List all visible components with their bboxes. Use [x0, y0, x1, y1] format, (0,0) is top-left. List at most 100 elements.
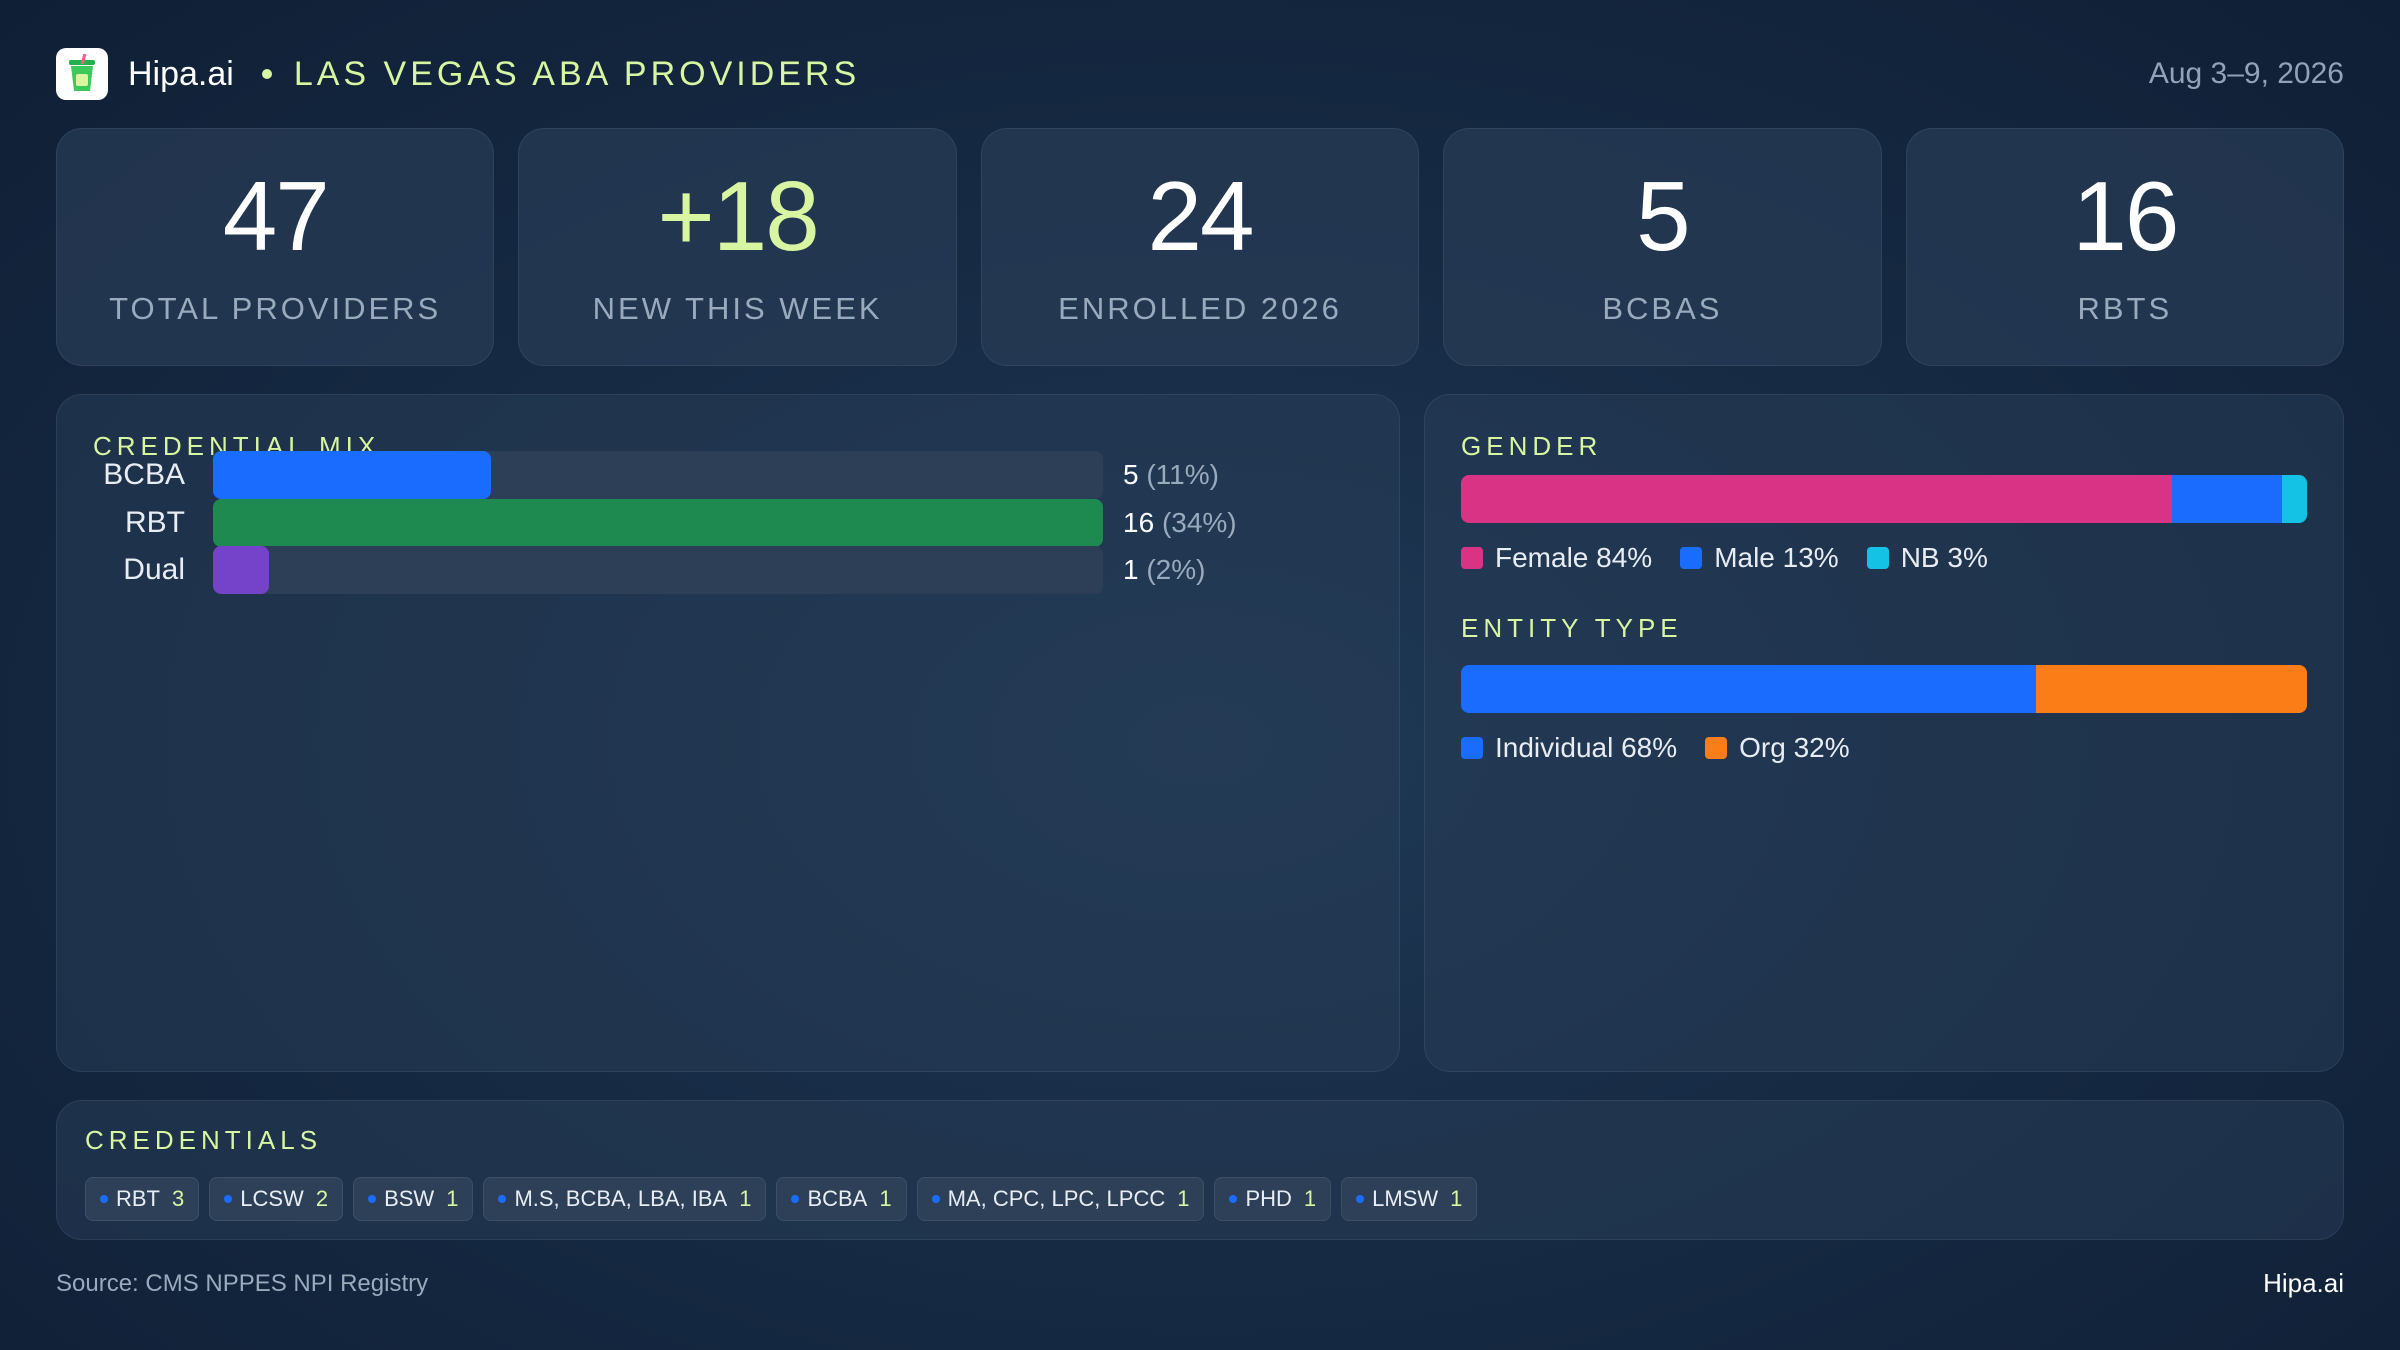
- legend-label: Individual 68%: [1495, 732, 1678, 763]
- legend-item: Male 13%: [1680, 542, 1839, 574]
- chip-count: 1: [1177, 1186, 1190, 1211]
- bar-percent: (34%): [1161, 507, 1237, 538]
- header: Hipa.ai LAS VEGAS ABA PROVIDERS Aug 3–9,…: [56, 46, 2344, 102]
- legend-swatch: [1461, 547, 1483, 569]
- entity-type-legend: Individual 68% Org 32%: [1461, 725, 1850, 771]
- credentials-panel: CREDENTIALS RBT 3 LCSW 2 BSW 1 M.S, BCBA, LBA,…: [56, 1100, 2344, 1240]
- kpi-label: NEW THIS WEEK: [592, 291, 883, 326]
- credential-chip: BSW 1: [353, 1177, 474, 1221]
- legend-swatch: [1866, 547, 1889, 569]
- bar-value-label: 16 (34%): [1123, 499, 1237, 547]
- bar-count: 16: [1123, 507, 1155, 538]
- bar-category-label: BCBA: [103, 458, 185, 491]
- bar-row: BCBA 5 (11%): [57, 451, 1399, 499]
- gender-legend: Female 84% Male 13% NB 3%: [1461, 535, 1988, 581]
- credentials-title: CREDENTIALS: [85, 1125, 323, 1155]
- bar: [213, 546, 269, 594]
- entity-type-title: ENTITY TYPE: [1461, 613, 1683, 643]
- legend-swatch: [1461, 737, 1483, 759]
- chip-dot: [224, 1195, 233, 1203]
- kpi-card-enrolled: 24 ENROLLED 2026: [980, 128, 1420, 366]
- bar-track: [213, 499, 1103, 547]
- kpi-card-bcbas: 5 BCBAS: [1443, 128, 1882, 366]
- chip-dot: [1229, 1195, 1238, 1203]
- bar-row: RBT 16 (34%): [57, 499, 1399, 547]
- credential-chip: RBT 3: [85, 1177, 200, 1221]
- legend-swatch: [1705, 737, 1728, 759]
- kpi-value: 5: [1636, 161, 1690, 271]
- footer-brand: Hipa.ai: [2263, 1268, 2344, 1298]
- credential-mix-panel: CREDENTIAL MIX BCBA 5 (11%) RBT 16 (34%) Dua…: [56, 394, 1400, 1072]
- kpi-value: 24: [1147, 161, 1255, 271]
- legend-label: Male 13%: [1714, 542, 1839, 573]
- bar-row: Dual 1 (2%): [57, 546, 1399, 594]
- legend-item: NB 3%: [1866, 542, 1988, 574]
- chip-count: 1: [879, 1186, 892, 1211]
- source-note: Source: CMS NPPES NPI Registry: [56, 1270, 429, 1297]
- chip-label: LMSW: [1372, 1186, 1439, 1211]
- kpi-label: RBTS: [2077, 291, 2173, 326]
- chip-count: 1: [446, 1186, 459, 1211]
- chip-count: 1: [739, 1186, 752, 1211]
- chip-count: 2: [315, 1186, 329, 1211]
- bar-count: 5: [1123, 459, 1139, 490]
- stack-segment-male: [2171, 475, 2282, 523]
- app-logo: [56, 48, 108, 100]
- kpi-value: 47: [222, 161, 330, 271]
- kpi-label: TOTAL PROVIDERS: [109, 291, 442, 326]
- legend-item: Female 84%: [1461, 542, 1652, 574]
- chip-dot: [100, 1195, 108, 1203]
- chip-dot: [368, 1195, 377, 1203]
- stack-segment-individual: [1461, 665, 2037, 713]
- chip-dot: [1356, 1195, 1365, 1203]
- credential-chip: M.S, BCBA, LBA, IBA 1: [483, 1177, 767, 1221]
- credential-chip: LMSW 1: [1341, 1177, 1478, 1221]
- bar: [213, 451, 492, 499]
- kpi-card-new-this-week: +18 NEW THIS WEEK: [518, 128, 957, 366]
- chip-dot: [931, 1195, 940, 1203]
- legend-item: Individual 68%: [1461, 732, 1677, 764]
- bar: [213, 499, 1103, 547]
- kpi-card-total-providers: 47 TOTAL PROVIDERS: [56, 128, 495, 366]
- separator-dot: [261, 69, 272, 79]
- demographics-panel: GENDER Female 84% Male 13% NB 3% ENTITY TY…: [1424, 394, 2344, 1072]
- date-range: Aug 3–9, 2026: [2148, 57, 2344, 90]
- legend-swatch: [1680, 547, 1703, 569]
- legend-label: Org 32%: [1739, 732, 1850, 763]
- bar-category-label: Dual: [123, 553, 185, 586]
- chip-label: BCBA: [807, 1186, 868, 1211]
- chip-label: MA, CPC, LPC, LPCC: [947, 1186, 1166, 1211]
- kpi-value: 16: [2072, 161, 2179, 271]
- gender-title: GENDER: [1461, 431, 1603, 461]
- chip-label: BSW: [384, 1186, 435, 1211]
- drink-cup-icon: [69, 54, 95, 91]
- chip-count: 3: [172, 1186, 185, 1211]
- chip-count: 1: [1450, 1186, 1463, 1211]
- bar-percent: (2%): [1146, 554, 1206, 585]
- bar-category-label: RBT: [125, 506, 185, 539]
- entity-type-stacked-bar: [1461, 665, 2307, 713]
- brand-name: Hipa.ai: [128, 54, 234, 93]
- chip-label: PHD: [1245, 1186, 1292, 1211]
- kpi-row: 47 TOTAL PROVIDERS +18 NEW THIS WEEK 24 …: [56, 128, 2345, 366]
- stack-segment-nb: [2281, 475, 2307, 523]
- kpi-label: BCBAS: [1602, 291, 1723, 326]
- gender-stacked-bar: [1461, 475, 2307, 523]
- chip-label: RBT: [116, 1186, 160, 1211]
- legend-label: Female 84%: [1495, 542, 1653, 573]
- credential-chip-list: RBT 3 LCSW 2 BSW 1 M.S, BCBA, LBA, IBA 1 BCBA 1 MA…: [85, 1177, 1478, 1221]
- report-title: LAS VEGAS ABA PROVIDERS: [293, 54, 861, 93]
- credential-chip: LCSW 2: [209, 1177, 344, 1221]
- chip-label: M.S, BCBA, LBA, IBA: [514, 1186, 728, 1211]
- credential-chip: BCBA 1: [776, 1177, 907, 1221]
- legend-label: NB 3%: [1900, 542, 1988, 573]
- kpi-card-rbts: 16 RBTS: [1905, 128, 2345, 366]
- bar-percent: (11%): [1146, 459, 1219, 490]
- bar-track: [213, 451, 1103, 499]
- credential-chip: MA, CPC, LPC, LPCC 1: [916, 1177, 1205, 1221]
- chip-count: 1: [1303, 1186, 1317, 1211]
- legend-item: Org 32%: [1705, 732, 1850, 764]
- credential-chip: PHD 1: [1214, 1177, 1332, 1221]
- bar-count: 1: [1123, 554, 1139, 585]
- stack-segment-female: [1461, 475, 2172, 523]
